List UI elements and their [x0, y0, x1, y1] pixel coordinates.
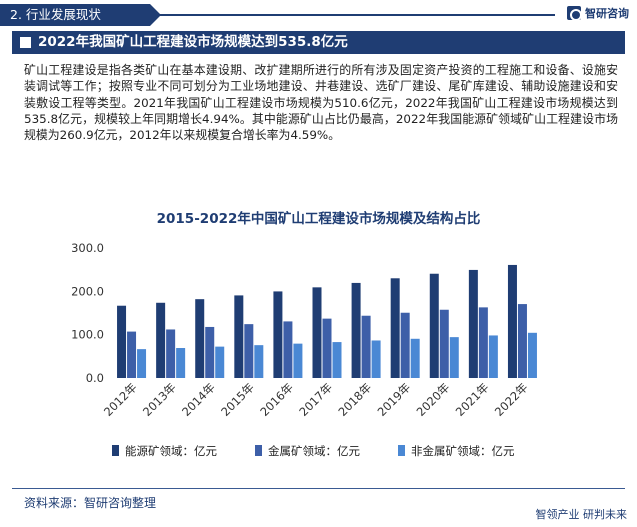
bar [166, 329, 176, 378]
x-tick-label: 2022年 [492, 380, 531, 419]
bar [527, 332, 537, 378]
x-tick-label: 2015年 [218, 380, 257, 419]
bar [517, 304, 527, 378]
y-tick-label: 200.0 [71, 284, 104, 298]
bar [283, 321, 293, 378]
header-divider [160, 14, 555, 16]
top-bar: 2. 行业发展现状 智研咨询 [0, 0, 637, 30]
bar [361, 315, 371, 378]
section-label: 2. 行业发展现状 [0, 4, 161, 26]
legend-swatch [112, 445, 119, 456]
source-divider [12, 488, 625, 489]
bar [137, 349, 147, 378]
x-tick-label: 2014年 [179, 380, 218, 419]
x-tick-label: 2012年 [101, 380, 140, 419]
chart-legend: 能源矿领域：亿元 金属矿领域：亿元 非金属矿领域：亿元 [112, 444, 515, 458]
x-tick-label: 2018年 [335, 380, 374, 419]
bar [400, 312, 410, 378]
bar [351, 282, 361, 378]
description-paragraph: 矿山工程建设是指各类矿山在基本建设期、改扩建期所进行的所有涉及固定资产投资的工程… [24, 63, 618, 143]
bar [215, 346, 225, 378]
bar [127, 331, 137, 378]
y-tick-label: 100.0 [71, 328, 104, 342]
bar [478, 307, 488, 378]
legend-label: 金属矿领域：亿元 [268, 444, 360, 458]
bar [488, 335, 498, 378]
bar [429, 273, 439, 378]
chart-title: 2015-2022年中国矿山工程建设市场规模及结构占比 [156, 211, 481, 227]
x-tick-label: 2016年 [257, 380, 296, 419]
bar [390, 278, 400, 378]
bar [371, 340, 381, 378]
bar [195, 299, 205, 378]
bar [322, 318, 332, 378]
bar [439, 309, 449, 378]
x-tick-label: 2021年 [453, 380, 492, 419]
brand-logo-icon [567, 6, 582, 21]
x-axis-labels: 2012年 2013年 2014年 2015年 2016年 2017年 2018年 2019年… [101, 380, 531, 419]
bar [293, 343, 303, 378]
bar [205, 326, 215, 378]
bar [244, 324, 254, 378]
data-source: 资料来源：智研咨询整理 [24, 496, 157, 510]
y-tick-label: 0.0 [86, 371, 104, 385]
page-title-text: 2022年我国矿山工程建设市场规模达到535.8亿元 [38, 34, 348, 50]
legend-swatch [398, 445, 405, 456]
x-tick-label: 2020年 [414, 380, 453, 419]
x-tick-label: 2019年 [375, 380, 414, 419]
chart-bars [117, 264, 537, 378]
y-axis: 0.0 100.0 200.0 300.0 [71, 241, 104, 385]
bar [507, 264, 517, 378]
bar [410, 338, 420, 378]
bar [254, 345, 264, 378]
bar [156, 302, 166, 378]
bar [332, 342, 342, 378]
bar [312, 287, 322, 378]
legend-label: 能源矿领域：亿元 [125, 444, 217, 458]
bar [468, 269, 478, 378]
bar [273, 291, 283, 378]
bar [117, 305, 127, 378]
bar [234, 295, 244, 378]
x-tick-label: 2013年 [140, 380, 179, 419]
legend-swatch [255, 445, 262, 456]
bar [176, 348, 186, 378]
brand: 智研咨询 [567, 5, 629, 21]
page-title: 2022年我国矿山工程建设市场规模达到535.8亿元 [12, 31, 625, 54]
x-tick-label: 2017年 [296, 380, 335, 419]
footer-brand: 智领产业 研判未来 [535, 508, 628, 521]
bar [449, 337, 459, 378]
legend-label: 非金属矿领域：亿元 [411, 444, 515, 458]
brand-name: 智研咨询 [585, 7, 629, 20]
y-tick-label: 300.0 [71, 241, 104, 255]
square-icon [20, 37, 31, 48]
